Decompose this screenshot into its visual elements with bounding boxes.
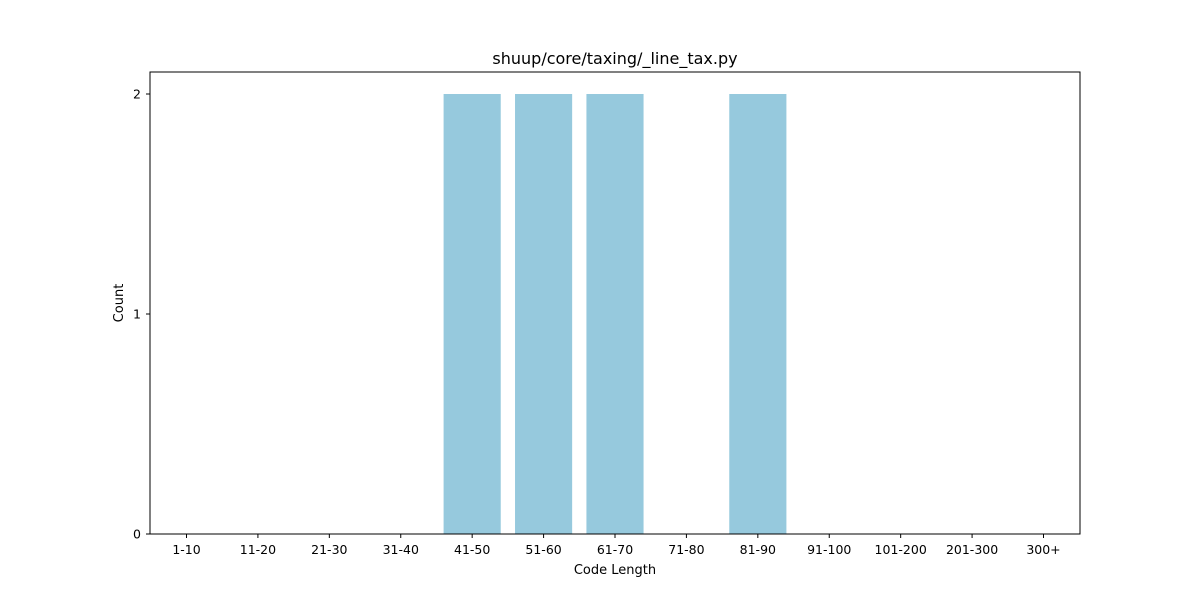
y-tick-label: 1 xyxy=(133,307,141,322)
x-tick-label: 21-30 xyxy=(311,542,347,557)
y-axis-label: Count xyxy=(112,284,127,323)
plot-area-frame xyxy=(149,71,1081,535)
x-tick-label: 81-90 xyxy=(740,542,776,557)
x-tick-label: 51-60 xyxy=(525,542,561,557)
bar-51-60 xyxy=(515,94,573,534)
x-tick-label: 300+ xyxy=(1026,542,1060,557)
x-axis-label: Code Length xyxy=(574,563,656,578)
bar-41-50 xyxy=(443,94,501,534)
y-axis-ticks: 0 1 2 xyxy=(133,87,150,542)
y-tick-label: 2 xyxy=(133,87,141,102)
bars-group xyxy=(443,94,787,534)
x-tick-label: 91-100 xyxy=(807,542,851,557)
x-tick-label: 61-70 xyxy=(597,542,633,557)
x-tick-label: 41-50 xyxy=(454,542,490,557)
x-tick-label: 11-20 xyxy=(240,542,276,557)
x-tick-label: 71-80 xyxy=(668,542,704,557)
bar-81-90 xyxy=(729,94,787,534)
y-tick-label: 0 xyxy=(133,527,141,542)
x-tick-label: 101-200 xyxy=(875,542,927,557)
x-tick-label: 1-10 xyxy=(172,542,200,557)
x-tick-label: 201-300 xyxy=(946,542,998,557)
x-tick-label: 31-40 xyxy=(383,542,419,557)
bar-61-70 xyxy=(586,94,644,534)
x-axis-ticks: 1-10 11-20 21-30 31-40 41-50 51-60 61-70 71-80 8… xyxy=(172,534,1061,557)
chart-title: shuup/core/taxing/_line_tax.py xyxy=(492,49,737,69)
